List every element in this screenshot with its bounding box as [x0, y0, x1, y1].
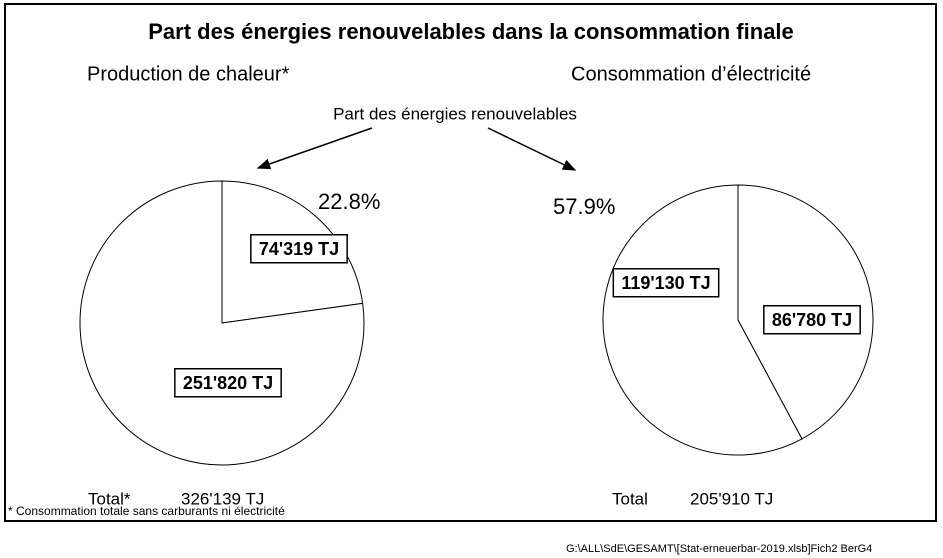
- label-box: [174, 368, 282, 398]
- share-label: 57.9%: [553, 194, 615, 219]
- data-label: 74'319 TJ: [259, 239, 339, 259]
- label-box: [612, 268, 720, 298]
- arrow: [487, 127, 577, 171]
- total-value: 205'910 TJ: [690, 489, 773, 508]
- label-box: [763, 305, 861, 335]
- arrow: [256, 127, 373, 170]
- total-label: Total: [612, 489, 648, 508]
- annotation: Part des énergies renouvelables: [333, 104, 577, 123]
- pie-slice: [79, 180, 365, 466]
- pie-title: Production de chaleur*: [87, 63, 290, 85]
- data-label: 251'820 TJ: [183, 373, 273, 393]
- data-label: 119'130 TJ: [621, 273, 710, 293]
- frame: [4, 3, 937, 522]
- footnote: * Consommation totale sans carburants ni…: [8, 504, 285, 518]
- file-path: G:\ALL\SdE\GESAMT\[Stat-erneuerbar-2019.…: [566, 543, 872, 555]
- total-label: Total*: [88, 489, 131, 508]
- pie-title: Consommation d’électricité: [571, 63, 811, 85]
- data-label: 86'780 TJ: [772, 310, 852, 330]
- pie-slice: [602, 184, 803, 456]
- total-value: 326'139 TJ: [181, 489, 264, 508]
- label-box: [250, 234, 348, 264]
- share-label: 22.8%: [318, 189, 380, 214]
- chart-title: Part des énergies renouvelables dans la …: [148, 19, 794, 44]
